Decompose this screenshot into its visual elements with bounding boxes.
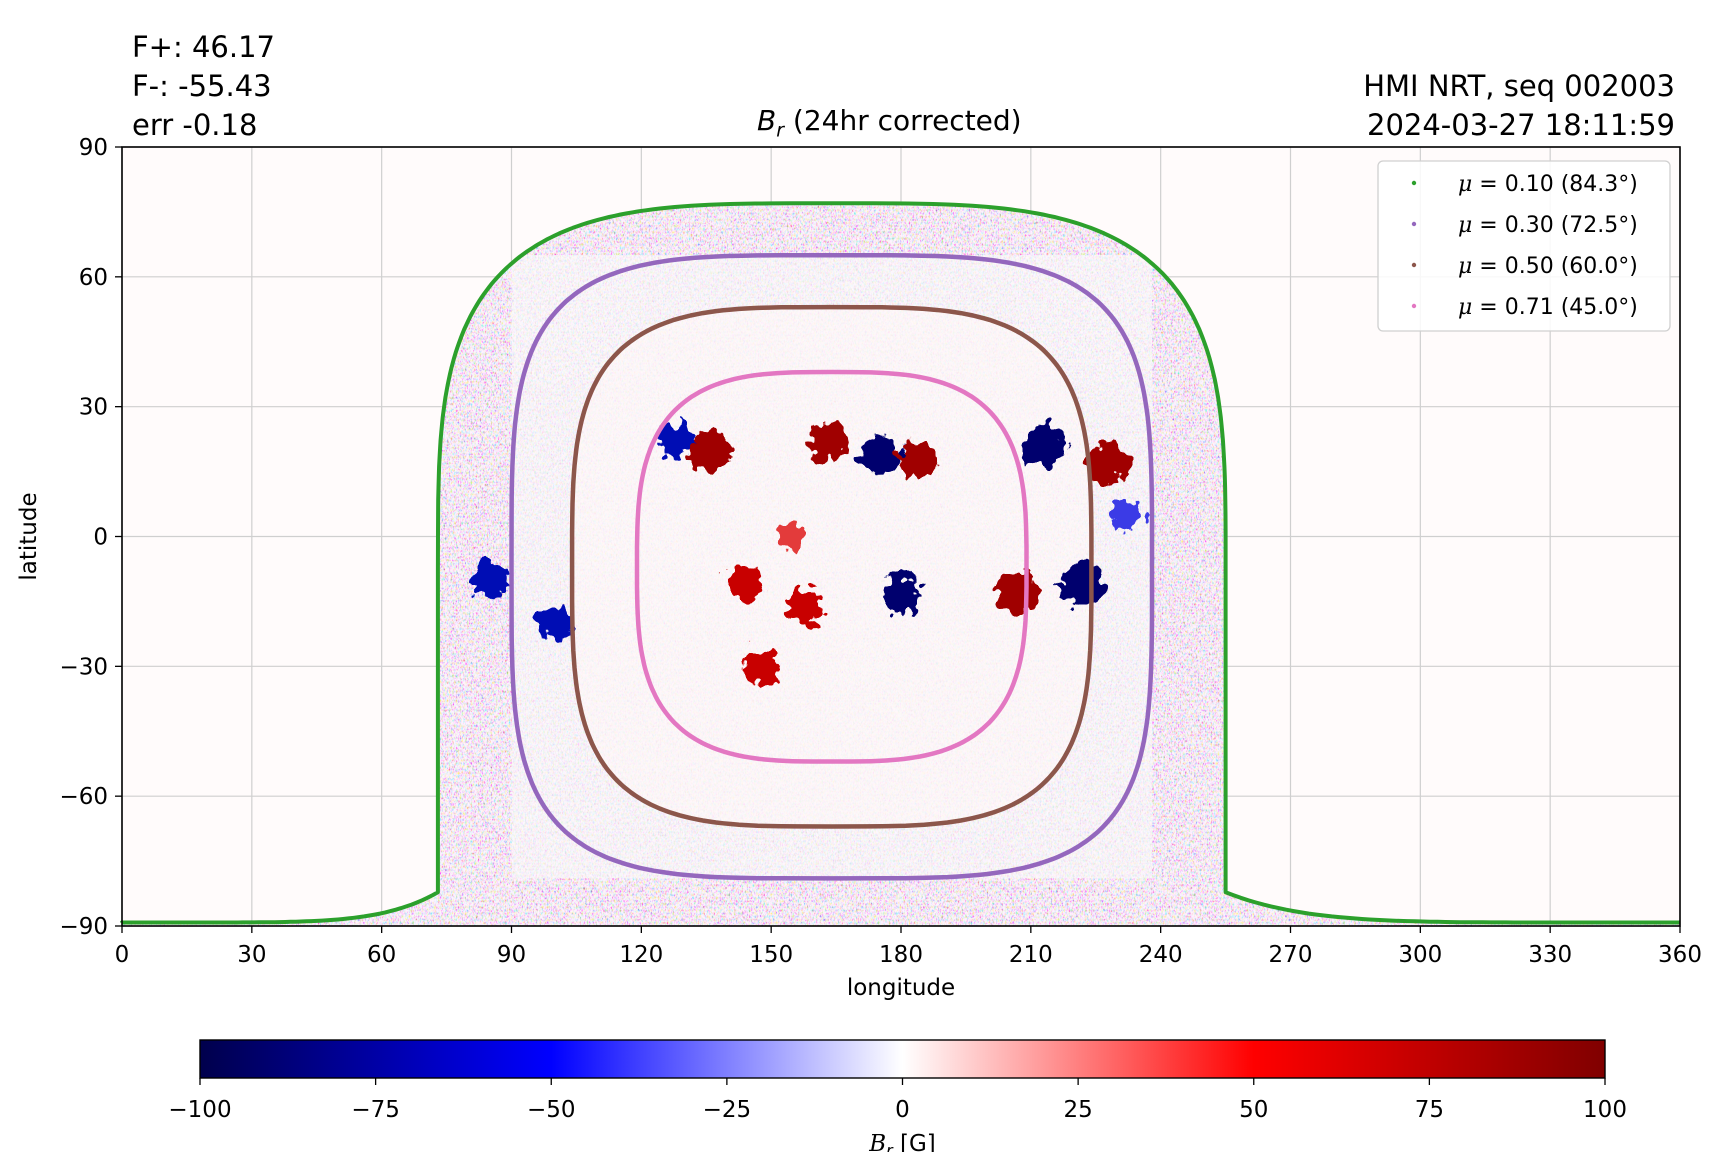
title-symbol: B xyxy=(757,104,777,137)
legend-label-4: μ = 0.71 (45.0°) xyxy=(1458,295,1638,320)
active-region-15 xyxy=(537,606,572,640)
active-region-10 xyxy=(881,573,921,612)
active-region-9 xyxy=(1060,563,1105,606)
y-tick-label-3: 0 xyxy=(93,525,108,551)
colorbar-label: Br [G] xyxy=(868,1131,936,1152)
active-region-12 xyxy=(787,588,824,623)
active-region-2 xyxy=(658,424,694,459)
legend-label-1: μ = 0.10 (84.3°) xyxy=(1458,172,1638,197)
colorbar: −100 −75 −50 −25 0 25 50 75 100 Br [G] xyxy=(168,1039,1627,1152)
timestamp: 2024-03-27 18:11:59 xyxy=(1367,108,1675,142)
active-region-8 xyxy=(995,571,1040,614)
x-tick-label-1: 30 xyxy=(237,942,266,968)
data-source: HMI NRT, seq 002003 xyxy=(1363,69,1675,103)
colorbar-tick-label-5: 25 xyxy=(1063,1097,1092,1123)
title-rest: (24hr corrected) xyxy=(784,104,1022,137)
colorbar-tick-label-6: 50 xyxy=(1239,1097,1268,1123)
x-tick-label-12: 360 xyxy=(1658,942,1702,968)
y-tick-label-2: −30 xyxy=(59,654,108,680)
y-axis-label: latitude xyxy=(16,492,42,580)
active-region-4 xyxy=(858,434,900,474)
active-regions xyxy=(471,422,1142,684)
x-tick-label-0: 0 xyxy=(115,942,130,968)
y-tick-label-0: −90 xyxy=(59,914,108,940)
active-region-14 xyxy=(471,562,509,598)
contour-mu-0.50 xyxy=(569,304,1094,829)
legend-label-2: μ = 0.30 (72.5°) xyxy=(1458,213,1638,238)
contour-mu-0.10 xyxy=(120,201,1680,925)
flux-error: err -0.18 xyxy=(132,108,258,142)
colorbar-tick-label-8: 100 xyxy=(1583,1097,1627,1123)
colorbar-tick-label-0: −100 xyxy=(168,1097,231,1123)
colorbar-tick-label-3: −25 xyxy=(703,1097,752,1123)
legend-marker-2 xyxy=(1411,221,1417,227)
x-tick-label-11: 330 xyxy=(1528,942,1572,968)
active-region-1 xyxy=(689,429,732,471)
active-region-11 xyxy=(726,565,765,603)
active-region-6 xyxy=(1021,424,1066,467)
axes: 0 30 60 90 120 150 180 210 240 270 300 330 360−90−60… xyxy=(16,135,1702,1001)
mu-contours xyxy=(120,201,1680,925)
contour-mu-0.30 xyxy=(509,252,1155,881)
flux-positive: F+: 46.17 xyxy=(132,30,275,64)
x-tick-label-9: 270 xyxy=(1269,942,1313,968)
legend-marker-1 xyxy=(1411,180,1417,186)
active-region-5 xyxy=(898,439,939,478)
contour-mu-0.71 xyxy=(634,369,1029,764)
legend-label-3: μ = 0.50 (60.0°) xyxy=(1458,254,1638,279)
legend: μ = 0.10 (84.3°) μ = 0.30 (72.5°) μ = 0.50… xyxy=(1377,160,1671,332)
title-subscript: r xyxy=(776,119,785,142)
y-tick-label-5: 60 xyxy=(79,265,108,291)
x-tick-label-3: 90 xyxy=(497,942,526,968)
disk-center-calm xyxy=(572,307,1092,827)
flux-negative: F-: -55.43 xyxy=(132,69,272,103)
colorbar-bar xyxy=(199,1039,1606,1079)
x-tick-label-10: 300 xyxy=(1398,942,1442,968)
y-tick-label-6: 90 xyxy=(79,135,108,161)
y-tick-label-1: −60 xyxy=(59,784,108,810)
x-tick-label-5: 150 xyxy=(749,942,793,968)
legend-marker-4 xyxy=(1411,303,1417,309)
x-tick-label-7: 210 xyxy=(1009,942,1053,968)
chart-title: Br (24hr corrected) xyxy=(757,104,1022,142)
x-axis-label: longitude xyxy=(847,975,955,1001)
legend-box xyxy=(1377,160,1671,332)
x-tick-label-4: 120 xyxy=(619,942,663,968)
active-region-7 xyxy=(1086,441,1131,484)
active-region-17 xyxy=(778,522,808,551)
colorbar-tick-label-4: 0 xyxy=(895,1097,910,1123)
active-region-13 xyxy=(744,649,781,684)
legend-marker-3 xyxy=(1411,262,1417,268)
x-tick-label-2: 60 xyxy=(367,942,396,968)
colorbar-tick-label-2: −50 xyxy=(527,1097,576,1123)
active-region-16 xyxy=(1110,499,1142,531)
y-tick-label-4: 30 xyxy=(79,395,108,421)
x-tick-label-8: 240 xyxy=(1139,942,1183,968)
colorbar-tick-label-1: −75 xyxy=(351,1097,400,1123)
x-tick-label-6: 180 xyxy=(879,942,923,968)
colorbar-tick-label-7: 75 xyxy=(1415,1097,1444,1123)
active-region-3 xyxy=(807,422,848,461)
